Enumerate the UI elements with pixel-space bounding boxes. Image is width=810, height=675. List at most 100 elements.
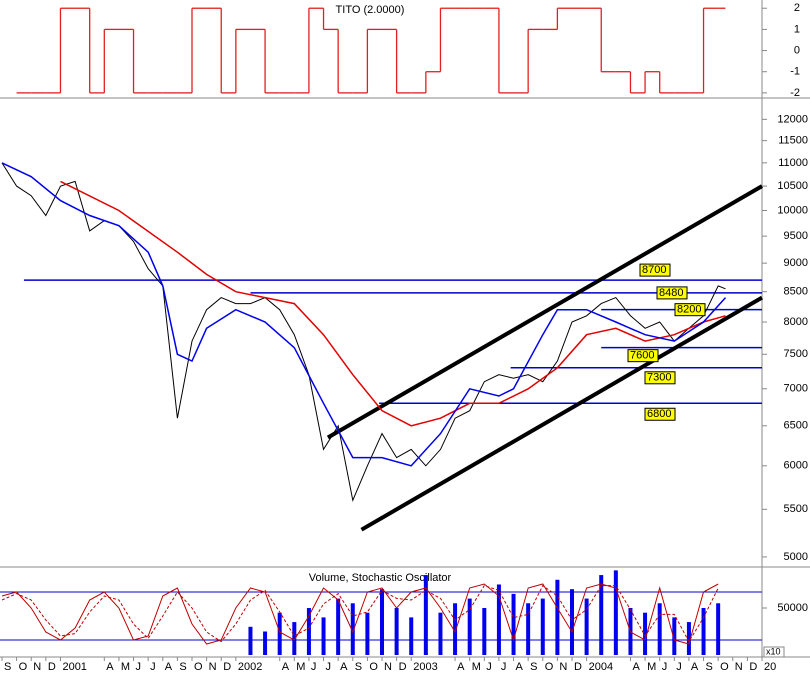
x-tick-label: D bbox=[399, 661, 407, 673]
volume-bar bbox=[365, 612, 370, 655]
x-tick-label: A bbox=[457, 661, 465, 673]
x-tick-label: O bbox=[720, 661, 729, 673]
trendline bbox=[326, 184, 764, 440]
x-tick-label: A bbox=[340, 661, 348, 673]
x-tick-label: N bbox=[384, 661, 392, 673]
y-tick-label: 0 bbox=[794, 44, 800, 56]
x-tick-label: O bbox=[369, 661, 378, 673]
moving-average bbox=[1, 162, 727, 467]
x-tick-label: M bbox=[647, 661, 656, 673]
volume-bar bbox=[657, 603, 662, 655]
x-tick-label: S bbox=[530, 661, 537, 673]
level-box bbox=[644, 371, 676, 385]
level-label: 6800 bbox=[647, 408, 671, 420]
y-tick-label: 1 bbox=[794, 23, 800, 35]
volume-bar bbox=[540, 598, 545, 655]
x-tick-label: N bbox=[33, 661, 41, 673]
y-tick-label: 2 bbox=[794, 2, 800, 14]
y-tick-label: 8000 bbox=[784, 316, 808, 328]
volume-bar bbox=[482, 607, 487, 655]
x-tick-label: 20 bbox=[764, 661, 776, 673]
x-tick-label: D bbox=[749, 661, 757, 673]
x-tick-label: M bbox=[296, 661, 305, 673]
volume-bar bbox=[453, 603, 458, 655]
y-tick-label: 9500 bbox=[784, 230, 808, 242]
volume-bar bbox=[570, 589, 574, 655]
unit-label: x10 bbox=[766, 646, 781, 656]
x-tick-label: 2003 bbox=[413, 661, 437, 673]
volume-bar bbox=[599, 575, 604, 655]
lower-title: Volume, Stochastic Oscillator bbox=[309, 572, 452, 584]
y-tick-label: 10500 bbox=[777, 180, 808, 192]
x-tick-label: N bbox=[559, 661, 567, 673]
x-tick-label: A bbox=[516, 661, 524, 673]
x-tick-label: J bbox=[326, 661, 332, 673]
y-tick-label: 7000 bbox=[784, 383, 808, 395]
x-tick-label: A bbox=[691, 661, 699, 673]
volume-bar bbox=[380, 589, 384, 655]
x-tick-label: D bbox=[574, 661, 582, 673]
y-tick-label: 50000 bbox=[777, 602, 808, 614]
volume-bar bbox=[613, 570, 618, 655]
y-tick-label: 5500 bbox=[784, 503, 808, 515]
y-tick-label: -2 bbox=[790, 87, 800, 99]
volume-bar bbox=[716, 603, 721, 655]
level-box bbox=[674, 303, 706, 317]
volume-bar bbox=[263, 631, 268, 655]
level-box bbox=[656, 286, 688, 300]
volume-bar bbox=[438, 612, 443, 655]
level-box bbox=[627, 349, 659, 363]
volume-bar bbox=[394, 607, 399, 655]
x-tick-label: J bbox=[150, 661, 156, 673]
trendline bbox=[360, 295, 764, 532]
y-tick-label: 9000 bbox=[784, 257, 808, 269]
x-tick-label: N bbox=[209, 661, 217, 673]
x-tick-label: J bbox=[311, 661, 317, 673]
volume-bar bbox=[643, 612, 648, 655]
volume-bar bbox=[409, 617, 414, 655]
volume-bar bbox=[248, 626, 253, 655]
volume-bar bbox=[701, 607, 706, 655]
y-tick-label: 11500 bbox=[778, 135, 808, 147]
y-tick-label: 12000 bbox=[777, 113, 808, 125]
y-tick-label: 7500 bbox=[784, 348, 808, 360]
volume-bar bbox=[350, 603, 355, 655]
x-tick-label: S bbox=[706, 661, 713, 673]
x-tick-label: O bbox=[19, 661, 28, 673]
x-tick-label: D bbox=[48, 661, 56, 673]
volume-bar bbox=[511, 593, 516, 655]
volume-bar bbox=[306, 607, 311, 655]
x-tick-label: A bbox=[632, 661, 640, 673]
volume-bar bbox=[336, 598, 341, 655]
moving-average bbox=[60, 180, 726, 427]
volume-bar bbox=[321, 617, 326, 655]
x-tick-label: S bbox=[4, 661, 11, 673]
x-tick-label: N bbox=[735, 661, 743, 673]
stochastic-line bbox=[1, 583, 719, 645]
y-tick-label: 6500 bbox=[784, 420, 808, 432]
volume-bar bbox=[277, 612, 282, 655]
x-tick-label: J bbox=[136, 661, 142, 673]
y-tick-label: -1 bbox=[790, 66, 800, 78]
x-tick-label: D bbox=[223, 661, 231, 673]
level-label: 8480 bbox=[659, 287, 683, 299]
y-tick-label: 6000 bbox=[784, 460, 808, 472]
y-tick-label: 5000 bbox=[784, 551, 808, 563]
volume-bar bbox=[686, 622, 691, 655]
x-tick-label: J bbox=[501, 661, 507, 673]
x-tick-label: O bbox=[545, 661, 554, 673]
x-tick-label: A bbox=[106, 661, 114, 673]
y-tick-label: 10000 bbox=[777, 204, 808, 216]
x-tick-label: J bbox=[662, 661, 668, 673]
tito-title: TITO (2.0000) bbox=[336, 4, 405, 16]
level-label: 7600 bbox=[630, 350, 654, 362]
x-tick-label: J bbox=[486, 661, 492, 673]
x-tick-label: 2001 bbox=[62, 661, 86, 673]
x-tick-label: 2004 bbox=[589, 661, 613, 673]
level-label: 8700 bbox=[642, 264, 666, 276]
level-label: 8200 bbox=[677, 304, 701, 316]
level-box bbox=[639, 263, 671, 277]
y-tick-label: 8500 bbox=[784, 286, 808, 298]
x-tick-label: 2002 bbox=[238, 661, 262, 673]
